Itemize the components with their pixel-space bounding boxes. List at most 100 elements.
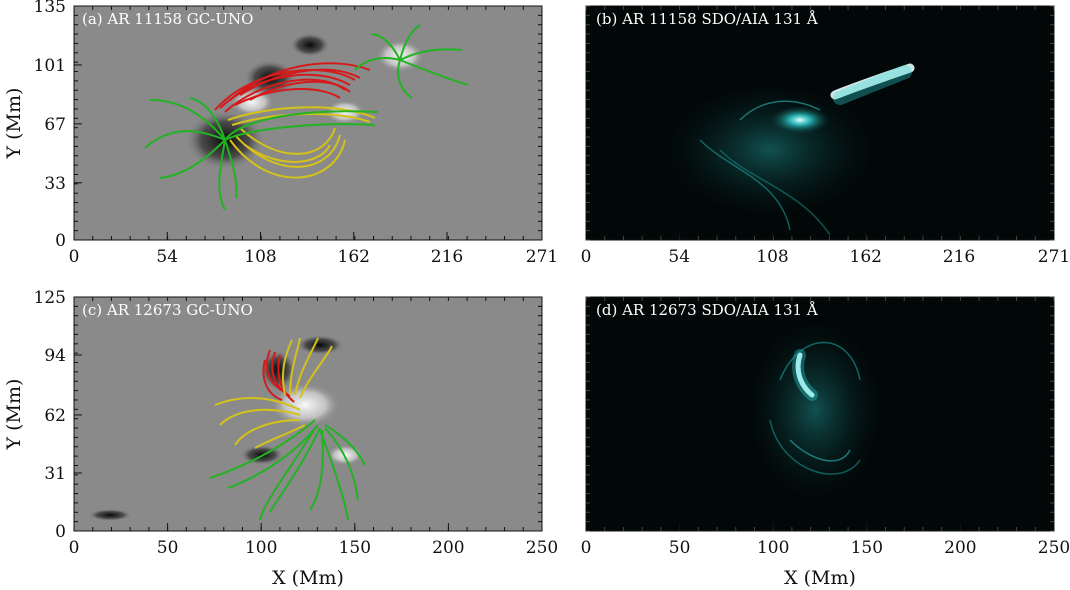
- negative-polarity-spot: [88, 509, 132, 521]
- green-field-line: [159, 139, 226, 179]
- x-tick-label: 150: [851, 538, 883, 558]
- x-tick-label: 54: [668, 247, 690, 267]
- x-tick-label: 216: [943, 247, 975, 267]
- green-field-line: [144, 130, 226, 149]
- red-field-line: [277, 354, 295, 403]
- loop-arc: [739, 100, 821, 121]
- green-field-line: [324, 424, 366, 466]
- panel-a-ylabel: Y (Mm): [3, 88, 25, 160]
- x-tick-label: 216: [431, 247, 463, 267]
- green-field-line: [224, 110, 379, 141]
- x-tick-label: 0: [581, 247, 592, 267]
- x-tick-label: 100: [757, 538, 789, 558]
- green-field-line: [319, 429, 349, 521]
- x-tick-label: 250: [526, 538, 558, 558]
- panel-c-xlabel: X (Mm): [272, 567, 344, 589]
- green-field-line: [399, 59, 469, 86]
- green-field-line: [354, 57, 401, 71]
- x-tick-label: 150: [339, 538, 371, 558]
- panel-c-yellow-field-lines: [214, 337, 333, 449]
- yellow-field-line: [244, 144, 331, 163]
- green-field-line: [209, 419, 316, 479]
- green-field-line: [309, 429, 324, 511]
- x-tick-label: 250: [1038, 538, 1070, 558]
- yellow-field-line: [219, 408, 301, 426]
- panel-d-emission: [745, 315, 885, 505]
- flare-ribbon: [795, 352, 815, 398]
- red-field-line: [239, 68, 361, 96]
- x-tick-label: 200: [432, 538, 464, 558]
- panel-a: (a) AR 11158 GC-UNO: [73, 5, 543, 241]
- green-field-line: [227, 424, 319, 489]
- green-field-line: [397, 59, 413, 99]
- loop-arc: [719, 149, 831, 236]
- x-tick-label: 162: [850, 247, 882, 267]
- x-tick-label: 162: [338, 247, 370, 267]
- green-field-line: [218, 139, 226, 211]
- y-tick-label: 33: [44, 174, 66, 194]
- x-tick-label: 54: [156, 247, 178, 267]
- yellow-field-line: [229, 139, 346, 179]
- red-field-line: [234, 87, 341, 106]
- bright-emission-kernel: [770, 106, 830, 134]
- panel-b-frame: [585, 5, 1055, 241]
- green-field-line: [224, 139, 238, 199]
- loop-arc: [769, 419, 861, 475]
- negative-polarity-spot: [296, 335, 344, 355]
- yellow-field-line: [282, 339, 293, 396]
- panel-b-title: (b) AR 11158 SDO/AIA 131 Å: [596, 10, 818, 28]
- loop-arc: [779, 341, 861, 381]
- y-tick-label: 31: [44, 464, 66, 484]
- panel-c-frame: [73, 296, 543, 532]
- panel-d-xlabel: X (Mm): [784, 567, 856, 589]
- x-tick-label: 0: [581, 538, 592, 558]
- y-tick-label: 135: [34, 0, 66, 17]
- panel-c-ylabel: Y (Mm): [3, 379, 25, 451]
- red-field-line: [262, 359, 283, 401]
- flare-ribbon: [830, 63, 915, 100]
- x-tick-label: 108: [756, 247, 788, 267]
- green-field-line: [399, 48, 463, 61]
- x-tick-label: 271: [526, 247, 558, 267]
- yellow-field-line: [289, 337, 301, 396]
- panel-a-frame: [73, 5, 543, 241]
- flare-ribbon: [833, 65, 912, 105]
- green-field-line: [189, 97, 226, 141]
- x-tick-label: 50: [157, 538, 179, 558]
- yellow-field-line: [294, 337, 319, 396]
- y-tick-label: 101: [34, 56, 66, 76]
- yellow-field-line: [214, 397, 301, 411]
- panel-c: (c) AR 12673 GC-UNO: [73, 296, 543, 532]
- panel-d-title: (d) AR 12673 SDO/AIA 131 Å: [596, 301, 818, 319]
- panel-d: (d) AR 12673 SDO/AIA 131 Å: [585, 296, 1055, 532]
- loop-arc: [699, 139, 791, 231]
- yellow-field-line: [299, 345, 333, 399]
- green-field-line: [224, 123, 376, 141]
- y-tick-label: 0: [55, 522, 66, 542]
- panel-a-red-field-lines: [214, 62, 371, 113]
- panel-a-title: (a) AR 11158 GC-UNO: [82, 10, 253, 28]
- x-tick-label: 0: [69, 538, 80, 558]
- green-field-line: [259, 427, 316, 521]
- yellow-field-line: [254, 424, 306, 449]
- faint-emission: [745, 315, 885, 505]
- x-tick-label: 0: [69, 247, 80, 267]
- green-field-line: [149, 99, 226, 141]
- panel-a-green-field-lines: [144, 24, 469, 211]
- loop-arc: [789, 439, 851, 462]
- negative-polarity-spot: [290, 33, 330, 57]
- red-field-line: [214, 69, 356, 111]
- y-tick-label: 94: [44, 346, 66, 366]
- panel-c-red-field-lines: [262, 349, 295, 403]
- y-tick-label: 0: [55, 231, 66, 251]
- red-field-line: [229, 62, 371, 101]
- panel-b-emission: [660, 63, 915, 236]
- y-tick-label: 125: [34, 288, 66, 308]
- yellow-field-line: [234, 419, 301, 446]
- panel-c-green-field-lines: [209, 419, 366, 521]
- green-field-line: [269, 427, 321, 513]
- x-tick-label: 271: [1038, 247, 1070, 267]
- y-tick-label: 62: [44, 406, 66, 426]
- green-field-line: [399, 24, 421, 61]
- panel-b: (b) AR 11158 SDO/AIA 131 Å: [585, 5, 1055, 241]
